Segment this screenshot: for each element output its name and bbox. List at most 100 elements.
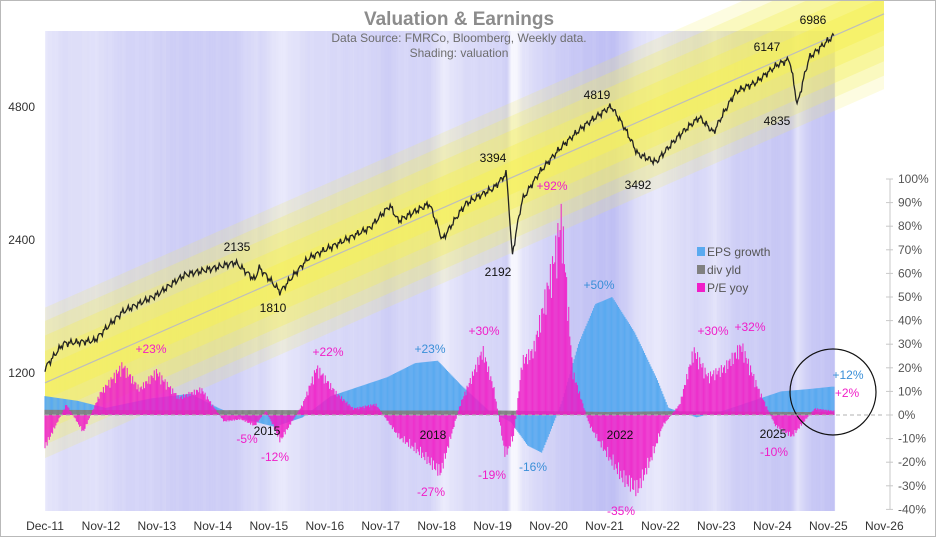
eps-growth-bar [269, 415, 271, 426]
pe-yoy-bar [731, 352, 733, 415]
pe-yoy-bar [646, 415, 648, 475]
div-yld-bar [220, 410, 222, 415]
right-axis-tick-label: 40% [898, 314, 922, 328]
eps-growth-bar [823, 387, 825, 415]
valuation-shade-strip [133, 31, 135, 511]
pe-yoy-bar [203, 394, 205, 415]
valuation-shade-strip [49, 31, 51, 511]
pe-yoy-bar [414, 415, 416, 443]
div-yld-bar [790, 411, 792, 415]
pe-yoy-bar [701, 367, 703, 415]
pe-yoy-bar [696, 352, 699, 415]
price-label: 1810 [260, 301, 287, 315]
valuation-shade-strip [378, 31, 381, 511]
eps-growth-bar [362, 385, 364, 415]
pe-yoy-bar [732, 364, 734, 415]
pe-yoy-bar [147, 383, 149, 415]
pe-yoy-bar [614, 415, 616, 465]
eps-growth-bar [521, 415, 523, 438]
valuation-shade-strip [737, 31, 739, 511]
valuation-shade-strip [744, 31, 746, 511]
valuation-shade-strip [120, 31, 123, 511]
valuation-shade-strip [395, 31, 397, 511]
div-yld-bar [411, 410, 413, 415]
valuation-shade-strip [502, 31, 504, 511]
pe-yoy-bar [145, 381, 147, 415]
valuation-shade-strip [240, 31, 242, 511]
valuation-shade-strip [583, 31, 585, 511]
valuation-shade-strip [719, 31, 721, 511]
eps-growth-bar [299, 415, 301, 419]
pe-yoy-bar [346, 401, 348, 415]
pe-yoy-bar [298, 409, 300, 415]
pe-yoy-bar [712, 374, 714, 415]
pe-yoy-bar [423, 415, 425, 457]
valuation-shade-strip [113, 31, 115, 511]
div-yld-bar [233, 410, 235, 415]
eps-growth-bar [611, 297, 613, 415]
pe-yoy-bar [798, 415, 800, 429]
valuation-shade-strip [362, 31, 365, 511]
right-axis-tick-label: -30% [898, 479, 926, 493]
pe-yoy-bar [71, 413, 73, 415]
valuation-shade-strip [541, 31, 544, 511]
eps-growth-bar [361, 385, 363, 415]
div-yld-bar [667, 411, 669, 415]
right-axis-tick-label: 0% [898, 408, 916, 422]
eps-growth-bar [584, 328, 586, 415]
valuation-shade-strip [344, 31, 346, 511]
pe-yoy-bar [546, 282, 548, 415]
valuation-shade-strip [487, 31, 490, 511]
pe-yoy-bar [451, 415, 453, 434]
valuation-shade-strip [393, 31, 396, 511]
div-yld-bar [257, 410, 259, 415]
eps-growth-bar [455, 380, 457, 415]
eps-growth-bar [587, 320, 589, 415]
eps-growth-bar [379, 379, 382, 415]
pe-yoy-bar [804, 415, 806, 422]
valuation-shade-strip [724, 31, 726, 511]
div-yld-bar [612, 411, 614, 415]
div-yld-bar [621, 411, 623, 415]
eps-growth-bar [427, 361, 429, 415]
pe-yoy-bar [700, 363, 702, 415]
pe-yoy-bar [135, 382, 137, 415]
valuation-shade-strip [706, 31, 708, 511]
valuation-shade-strip [500, 31, 503, 511]
pe-yoy-bar [524, 357, 527, 415]
pe-yoy-bar [568, 306, 570, 415]
valuation-shade-strip [102, 31, 104, 511]
eps-growth-bar [73, 400, 75, 415]
eps-growth-bar [833, 386, 835, 415]
eps-growth-bar [371, 382, 373, 415]
pe-yoy-bar [180, 395, 182, 415]
div-yld-bar [430, 410, 432, 415]
div-yld-bar [75, 409, 77, 415]
pe-yoy-bar [58, 415, 60, 419]
div-yld-bar [276, 410, 278, 415]
pe-yoy-bar [531, 349, 533, 415]
eps-growth-bar [696, 415, 699, 418]
pe-yoy-bar [106, 385, 108, 415]
eps-growth-bar [605, 299, 607, 415]
valuation-shade-strip [658, 31, 661, 511]
pe-yoy-bar [336, 396, 338, 415]
valuation-shade-strip [101, 31, 103, 511]
valuation-shade-strip [220, 31, 222, 511]
div-yld-bar [231, 410, 233, 415]
valuation-shade-strip [428, 31, 430, 511]
pe-yoy-bar [739, 344, 741, 415]
eps-growth-bar [76, 400, 79, 415]
pe-yoy-bar [705, 374, 707, 415]
pe-yoy-bar [708, 383, 710, 415]
eps-growth-bar [551, 415, 554, 426]
pe-yoy-bar [455, 415, 457, 419]
pe-yoy-bar [426, 415, 428, 464]
eps-growth-bar [360, 386, 362, 415]
pe-yoy-bar [67, 406, 69, 415]
pe-yoy-bar [192, 394, 194, 415]
eps-growth-bar [414, 363, 416, 415]
pe-yoy-bar [339, 398, 341, 415]
pe-yoy-bar [125, 377, 127, 415]
valuation-shade-strip [213, 31, 215, 511]
